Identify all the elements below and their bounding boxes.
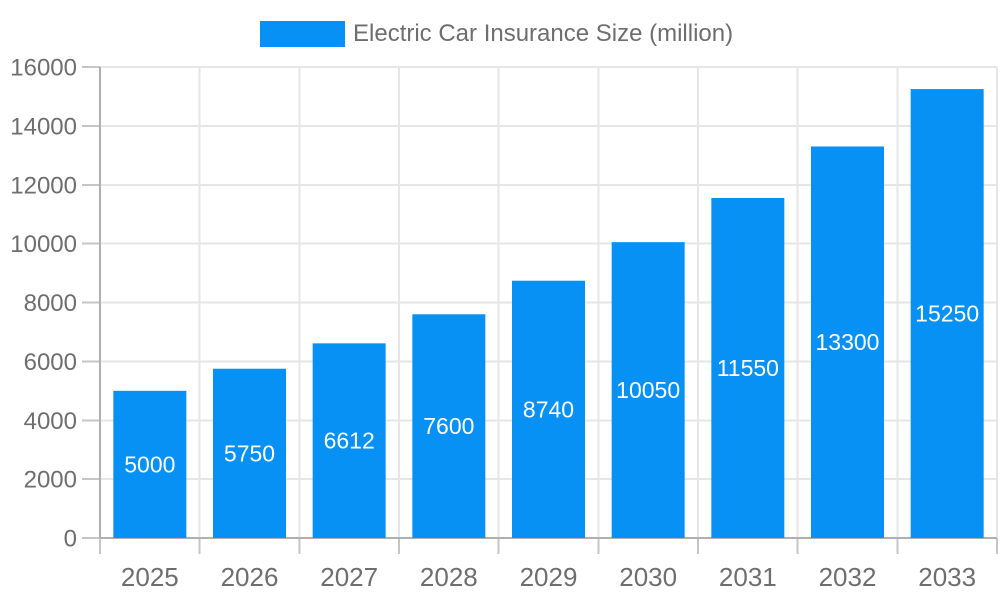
bar[interactable] — [711, 197, 785, 538]
y-axis-tick-label: 16000 — [10, 55, 77, 82]
x-axis-tick-label: 2025 — [121, 562, 179, 592]
legend-item[interactable]: Electric Car Insurance Size (million) — [260, 21, 733, 47]
bar[interactable] — [412, 314, 486, 538]
x-axis-tick-label: 2029 — [520, 562, 578, 592]
bar[interactable] — [611, 242, 685, 538]
bar-value-label: 15250 — [915, 301, 979, 327]
bar-value-label: 10050 — [616, 377, 680, 403]
y-axis-tick-label: 14000 — [10, 113, 77, 140]
bar-value-label: 8740 — [523, 396, 574, 422]
y-axis-tick-label: 12000 — [10, 172, 77, 199]
x-axis-tick-label: 2032 — [819, 562, 877, 592]
bar-value-label: 6612 — [324, 428, 375, 454]
legend-label: Electric Car Insurance Size (million) — [353, 20, 734, 47]
x-axis-tick-label: 2026 — [221, 562, 279, 592]
bar[interactable] — [910, 89, 984, 538]
y-axis-tick-label: 8000 — [24, 290, 77, 317]
x-axis-tick-label: 2028 — [420, 562, 478, 592]
bar[interactable] — [312, 343, 386, 538]
bar-value-label: 13300 — [816, 329, 880, 355]
y-axis-tick-label: 6000 — [24, 349, 77, 376]
bar[interactable] — [113, 390, 187, 538]
x-axis-tick-label: 2027 — [320, 562, 378, 592]
bar-value-label: 5750 — [224, 440, 275, 466]
y-axis-tick-label: 2000 — [24, 467, 77, 494]
x-axis-tick-label: 2031 — [719, 562, 777, 592]
bar[interactable] — [213, 368, 286, 538]
bar-value-label: 7600 — [423, 413, 474, 439]
bar-value-label: 5000 — [124, 451, 175, 477]
x-axis-tick-label: 2033 — [918, 562, 976, 592]
y-axis-tick-label: 4000 — [24, 408, 77, 435]
bar-value-label: 11550 — [717, 355, 779, 381]
legend-swatch — [260, 21, 345, 47]
x-axis-tick-label: 2030 — [619, 562, 677, 592]
bar[interactable] — [811, 146, 884, 538]
y-axis-tick-label: 0 — [64, 526, 77, 553]
y-axis-tick-label: 10000 — [10, 231, 77, 258]
bar[interactable] — [512, 280, 585, 538]
